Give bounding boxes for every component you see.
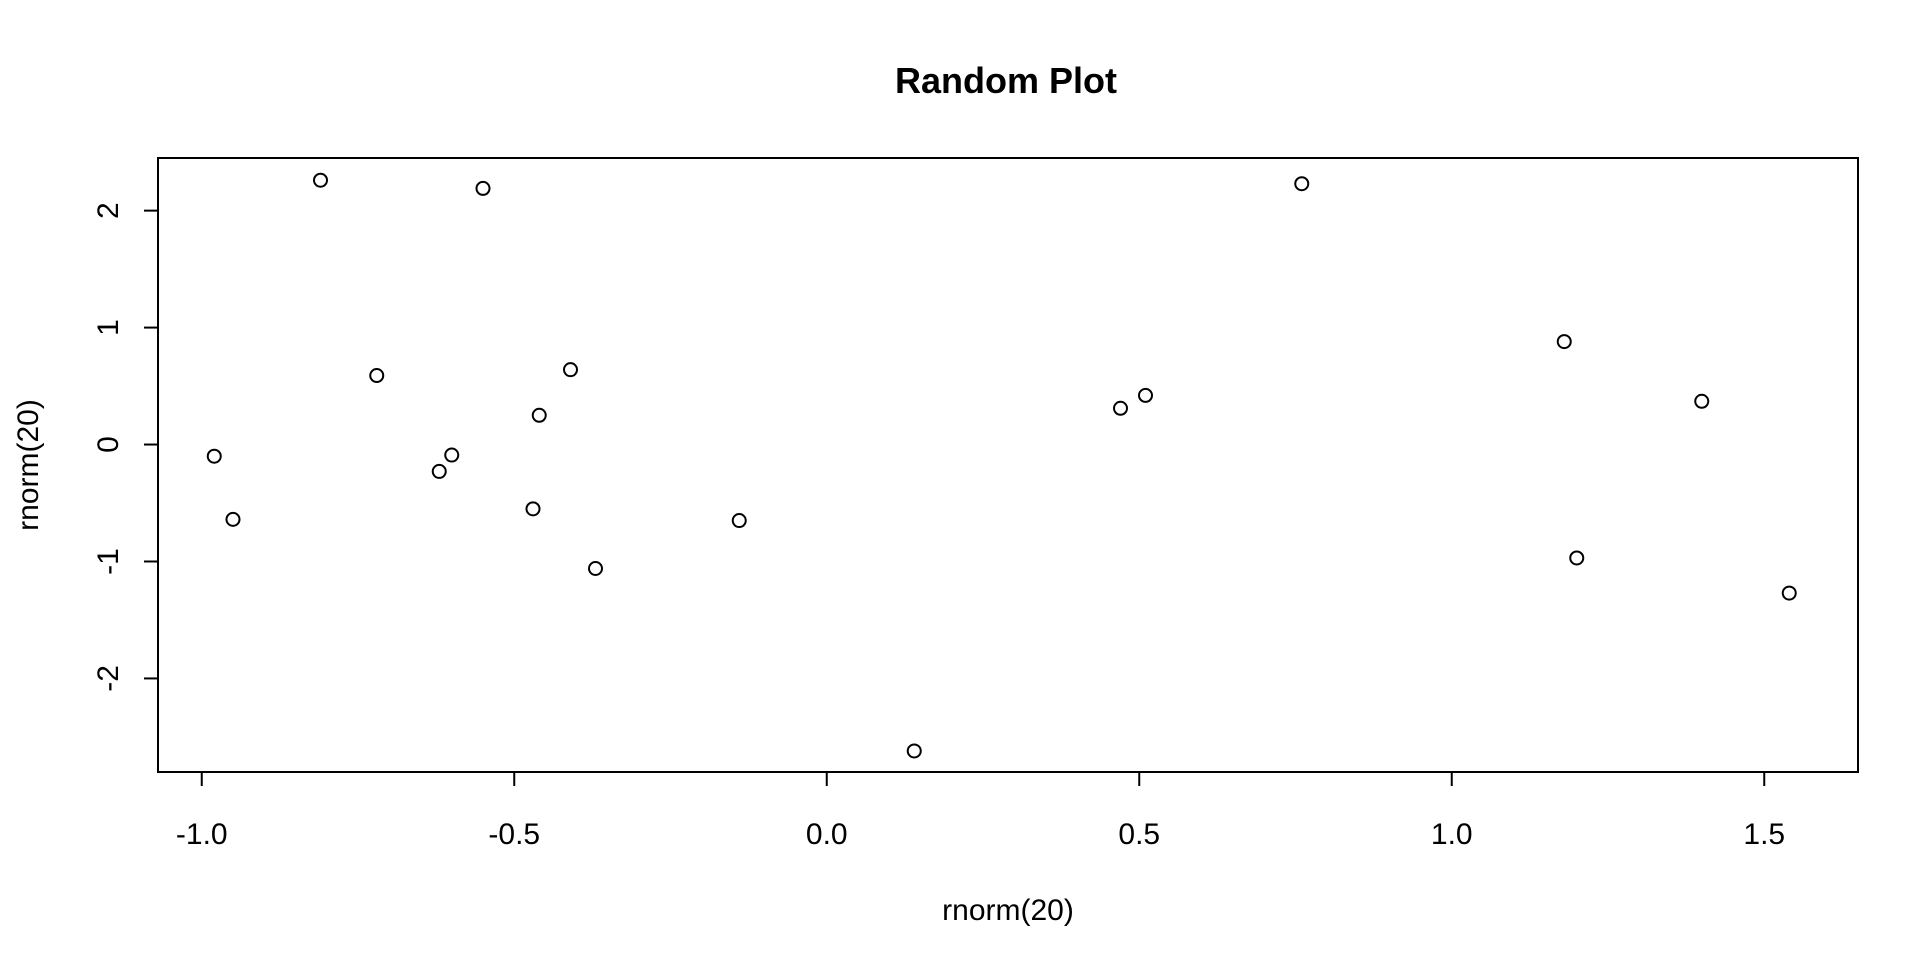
y-tick-label: 0	[92, 436, 125, 453]
data-point	[906, 743, 922, 759]
chart-title: Random Plot	[895, 60, 1117, 101]
data-point	[1569, 550, 1585, 566]
x-axis-label: rnorm(20)	[942, 894, 1074, 927]
data-point	[313, 172, 328, 188]
y-axis-label: rnorm(20)	[12, 399, 45, 531]
x-tick-label: -0.5	[488, 818, 540, 851]
x-axis: -1.0 -0.5 0.0 0.5 1.0 1.5	[176, 771, 1785, 851]
data-point	[431, 463, 447, 479]
x-tick-label: 0.5	[1118, 818, 1160, 851]
data-point	[1694, 393, 1710, 409]
x-tick-label: 0.0	[806, 818, 848, 851]
plot-frame	[157, 157, 1859, 773]
data-point	[531, 407, 547, 423]
y-tick-label: 2	[92, 202, 125, 219]
data-point	[369, 368, 385, 384]
data-point	[225, 511, 241, 527]
y-tick-label: -1	[92, 548, 125, 575]
data-point	[475, 180, 491, 196]
x-tick-label: 1.0	[1431, 818, 1473, 851]
x-tick-label: -1.0	[176, 818, 228, 851]
data-point	[525, 501, 541, 517]
data-point	[444, 447, 460, 463]
data-point	[1113, 400, 1128, 416]
data-point	[1294, 176, 1310, 192]
data-point	[206, 448, 222, 464]
data-points	[206, 172, 1797, 759]
data-point	[1138, 387, 1153, 403]
y-axis: -2 -1 0 1 2	[92, 202, 159, 692]
data-point	[731, 513, 747, 529]
data-point	[1781, 585, 1797, 601]
data-point	[1556, 334, 1572, 350]
data-point	[563, 362, 578, 378]
data-point	[588, 561, 603, 577]
y-tick-label: 1	[92, 319, 125, 336]
y-tick-label: -2	[92, 665, 125, 692]
x-tick-label: 1.5	[1743, 818, 1785, 851]
